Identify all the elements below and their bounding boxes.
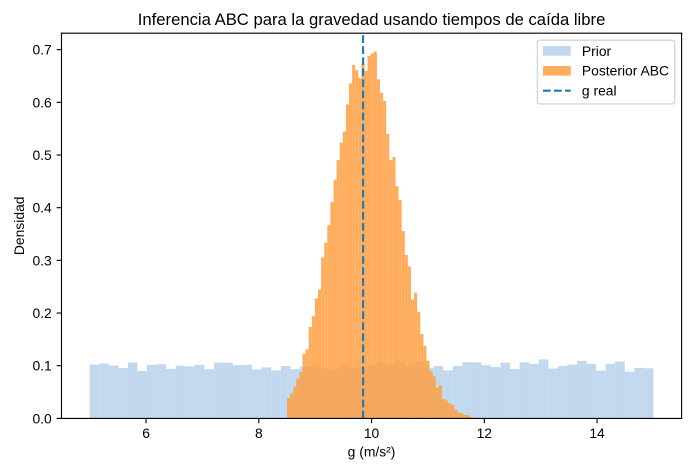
svg-text:g (m/s²): g (m/s²): [348, 444, 396, 460]
svg-text:g real: g real: [582, 83, 617, 99]
svg-text:6: 6: [142, 425, 150, 441]
svg-text:Prior: Prior: [582, 43, 612, 59]
svg-text:0.6: 0.6: [32, 94, 52, 110]
svg-text:0.7: 0.7: [32, 42, 52, 58]
svg-text:0.5: 0.5: [32, 147, 52, 163]
svg-text:Densidad: Densidad: [11, 196, 27, 255]
svg-text:10: 10: [364, 425, 380, 441]
svg-text:0.0: 0.0: [32, 410, 52, 426]
svg-text:0.1: 0.1: [32, 358, 52, 374]
svg-text:14: 14: [589, 425, 605, 441]
svg-text:Posterior ABC: Posterior ABC: [582, 63, 669, 79]
svg-text:8: 8: [255, 425, 263, 441]
svg-text:0.3: 0.3: [32, 252, 52, 268]
svg-text:0.2: 0.2: [32, 305, 52, 321]
svg-text:Inferencia ABC para la graveda: Inferencia ABC para la gravedad usando t…: [138, 10, 606, 29]
svg-text:0.4: 0.4: [32, 200, 52, 216]
svg-text:12: 12: [477, 425, 493, 441]
